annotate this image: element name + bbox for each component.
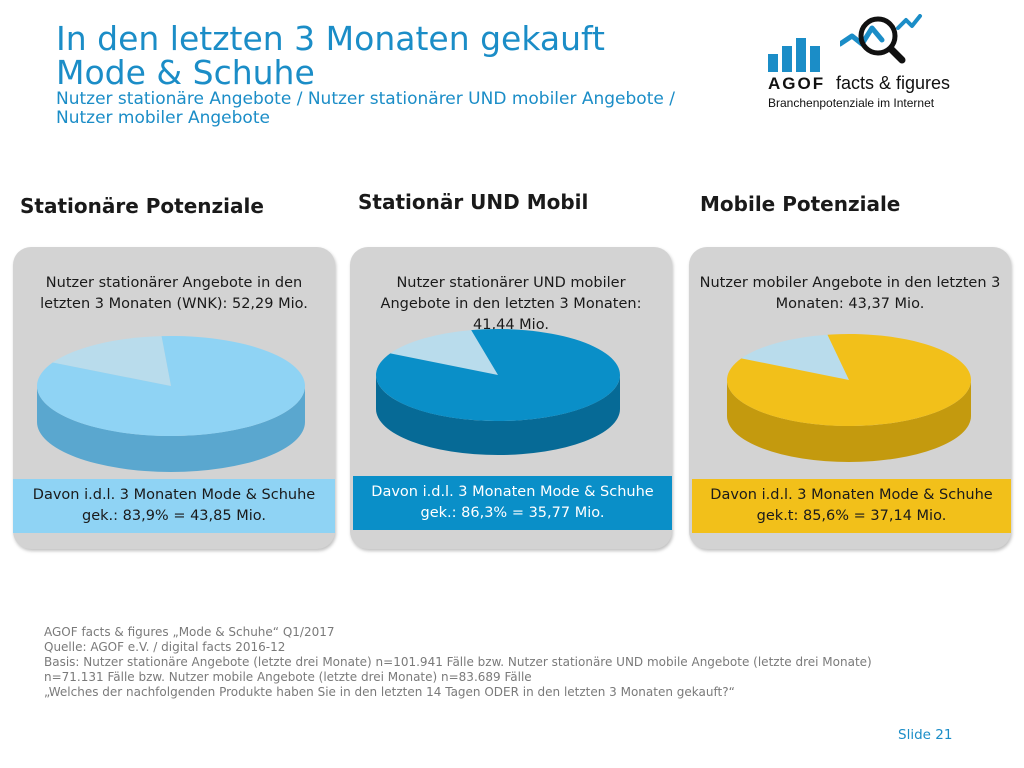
panel-heading-mobile: Mobile Potenziale: [700, 192, 901, 216]
slide-number: Slide 21: [898, 727, 953, 743]
panel-heading-both: Stationär UND Mobil: [358, 190, 589, 214]
pie-side-wall: [727, 380, 971, 462]
panel-description: Nutzer mobiler Angebote in den letzten 3…: [699, 275, 1001, 312]
page-title-line1: In den letzten 3 Monaten gekauft: [56, 19, 605, 58]
pie-slice-not-bought: [390, 330, 498, 375]
page-subtitle-line2: Nutzer mobiler Angebote: [56, 108, 270, 128]
pie-side-wall: [37, 386, 305, 472]
footer-line: Basis: Nutzer stationäre Angebote (letzt…: [44, 655, 872, 669]
footer-line: „Welches der nachfolgenden Produkte habe…: [44, 685, 735, 699]
pie-slice-bought: [727, 334, 971, 426]
pie-chart: [727, 334, 971, 462]
logo-facts: facts & figures: [836, 73, 951, 93]
title-block: In den letzten 3 Monaten gekauft Mode & …: [56, 22, 796, 128]
footer-line: AGOF facts & figures „Mode & Schuhe“ Q1/…: [44, 625, 335, 639]
pie-slice-not-bought: [741, 334, 849, 380]
pie-slice-not-bought: [52, 336, 171, 386]
footer-line: n=71.131 Fälle bzw. Nutzer mobile Angebo…: [44, 670, 532, 684]
page-title-line2: Mode & Schuhe: [56, 53, 315, 92]
panel-description: Nutzer stationärer Angebote in den letzt…: [40, 275, 308, 312]
pie-side-wall: [376, 375, 620, 455]
result-bar: Davon i.d.l. 3 Monaten Mode & Schuhe gek…: [353, 476, 672, 530]
page-subtitle-line1: Nutzer stationäre Angebote / Nutzer stat…: [56, 89, 675, 109]
result-bar: Davon i.d.l. 3 Monaten Mode & Schuhe gek…: [692, 479, 1011, 533]
footer-line: Quelle: AGOF e.V. / digital facts 2016-1…: [44, 640, 286, 654]
logo-brand: AGOF: [768, 74, 826, 93]
logo-tagline: Branchenpotenziale im Internet: [768, 96, 935, 110]
panel-heading-stationary: Stationäre Potenziale: [20, 194, 264, 218]
panel-description: Nutzer stationärer UND mobiler Angebote …: [380, 275, 642, 333]
result-text: Davon i.d.l. 3 Monaten Mode & Schuhe gek…: [371, 484, 654, 521]
result-text: Davon i.d.l. 3 Monaten Mode & Schuhe gek…: [32, 487, 316, 524]
pie-slice-bought: [36, 336, 305, 436]
pie-chart: [375, 329, 620, 455]
footer-notes: AGOF facts & figures „Mode & Schuhe“ Q1/…: [44, 625, 984, 700]
pie-slice-bought: [375, 329, 620, 421]
agof-logo: AGOF facts & figures Branchenpotenziale …: [764, 14, 964, 114]
result-text: Davon i.d.l. 3 Monaten Mode & Schuhe gek…: [710, 487, 993, 524]
result-bar: Davon i.d.l. 3 Monaten Mode & Schuhe gek…: [13, 479, 335, 533]
pie-chart: [36, 336, 305, 472]
magnifier-chart-icon: [840, 14, 922, 64]
